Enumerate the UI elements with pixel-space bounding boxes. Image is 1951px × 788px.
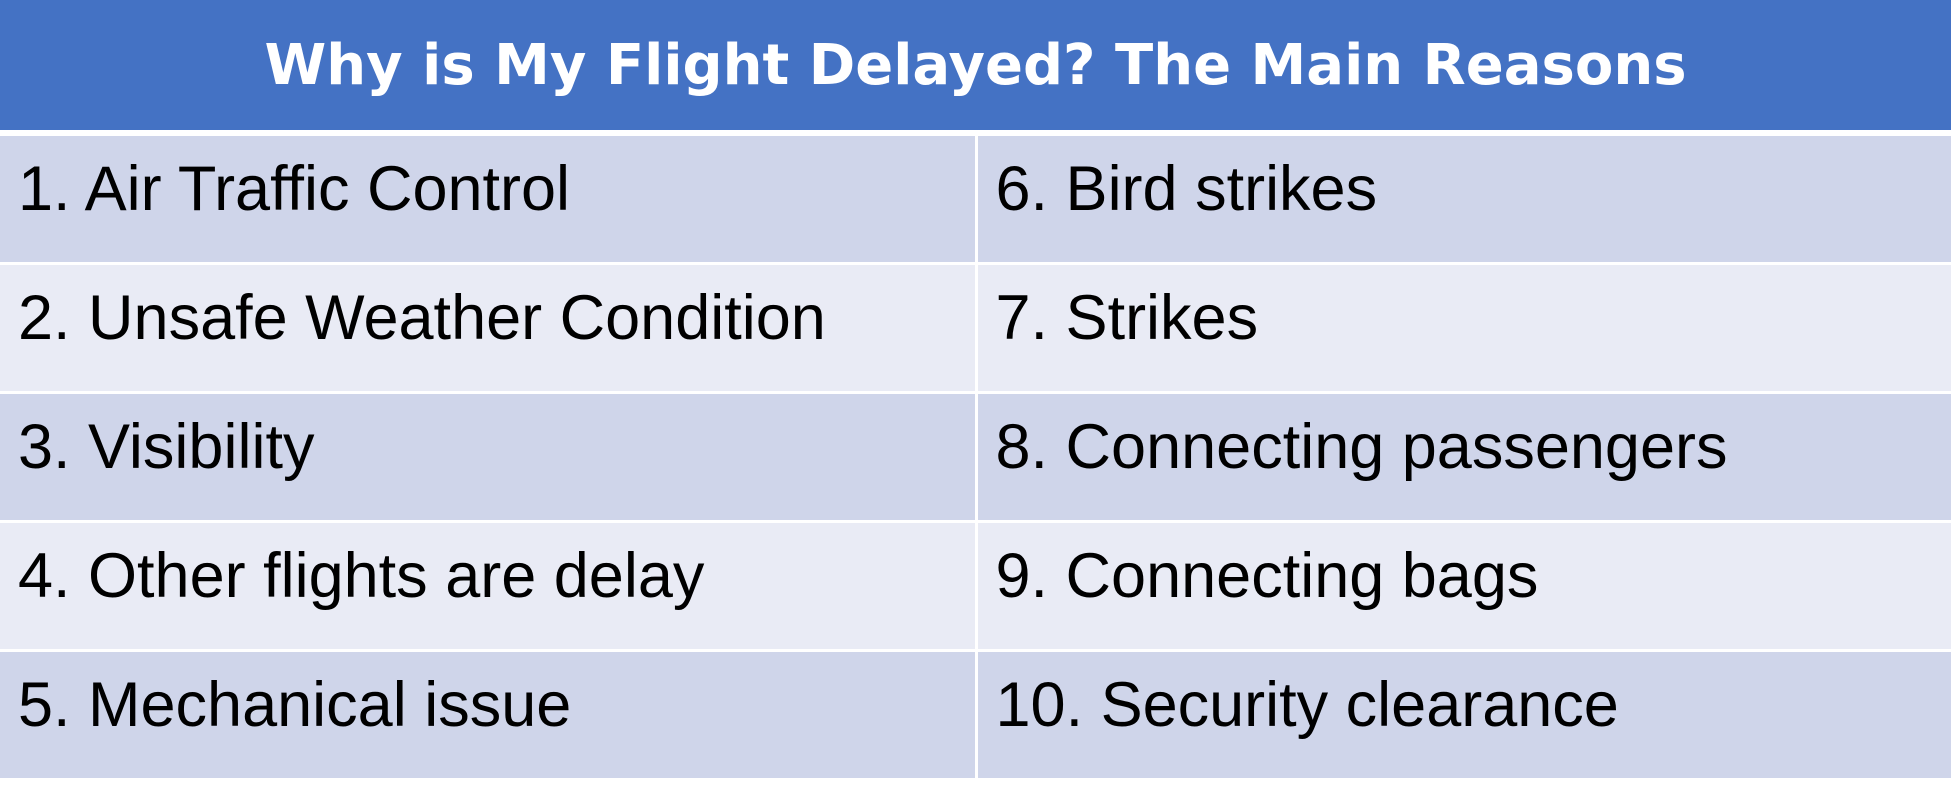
table-row: 3. Visibility 8. Connecting passengers [0, 392, 1951, 523]
reason-cell-4: 4. Other flights are delay [0, 521, 978, 652]
reason-cell-1: 1. Air Traffic Control [0, 133, 978, 265]
table-row: 2. Unsafe Weather Condition 7. Strikes [0, 263, 1951, 394]
reason-text: 2. Unsafe Weather Condition [18, 283, 826, 353]
table-row: 1. Air Traffic Control 6. Bird strikes [0, 133, 1951, 265]
reason-cell-10: 10. Security clearance [976, 650, 1951, 781]
table-row: 5. Mechanical issue 10. Security clearan… [0, 650, 1951, 781]
table-title: Why is My Flight Delayed? The Main Reaso… [0, 0, 1951, 136]
reason-text: 4. Other flights are delay [18, 541, 705, 611]
reason-cell-2: 2. Unsafe Weather Condition [0, 263, 978, 394]
reason-cell-3: 3. Visibility [0, 392, 978, 523]
reason-cell-7: 7. Strikes [976, 263, 1951, 394]
reason-cell-9: 9. Connecting bags [976, 521, 1951, 652]
reason-cell-5: 5. Mechanical issue [0, 650, 978, 781]
reason-cell-8: 8. Connecting passengers [976, 392, 1951, 523]
reason-text: 3. Visibility [18, 412, 315, 482]
reason-text: 6. Bird strikes [995, 154, 1378, 224]
table-header-row: Why is My Flight Delayed? The Main Reaso… [0, 0, 1951, 136]
reason-cell-6: 6. Bird strikes [976, 133, 1951, 265]
reason-text: 5. Mechanical issue [18, 670, 572, 740]
table-row: 4. Other flights are delay 9. Connecting… [0, 521, 1951, 652]
reason-text: 1. Air Traffic Control [18, 154, 571, 224]
reason-text: 9. Connecting bags [995, 541, 1539, 611]
reason-text: 7. Strikes [995, 283, 1259, 353]
reason-text: 8. Connecting passengers [995, 412, 1728, 482]
reason-text: 10. Security clearance [995, 670, 1619, 740]
